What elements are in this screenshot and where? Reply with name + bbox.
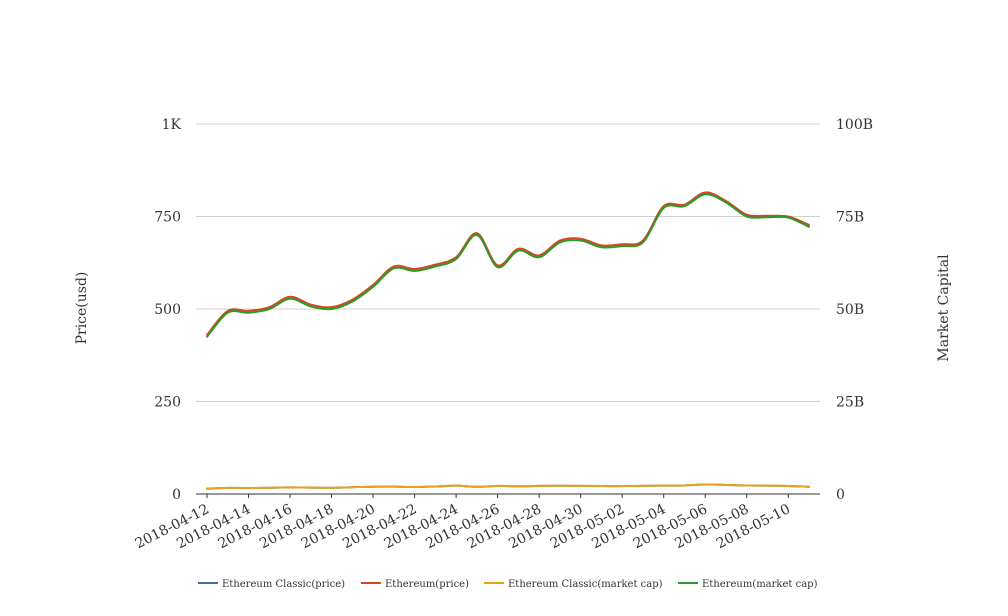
left-axis-title: Price(usd) xyxy=(74,272,90,345)
series-line-4 xyxy=(206,193,810,338)
gridlines xyxy=(196,123,820,495)
left-tick-label: 250 xyxy=(154,395,181,411)
series-lines xyxy=(206,191,810,490)
right-tick-label: 25B xyxy=(836,395,864,411)
series-line-3 xyxy=(206,483,810,490)
legend: Ethereum Classic(price) Ethereum(price) Et… xyxy=(198,579,818,590)
left-tick-label: 1K xyxy=(162,117,182,133)
legend-label: Ethereum Classic(market cap) xyxy=(508,579,663,590)
legend-label: Ethereum Classic(price) xyxy=(222,579,345,590)
right-tick-label: 50B xyxy=(836,302,864,318)
series-line-2 xyxy=(206,191,810,336)
left-axis-ticks: 0 250 500 750 1K xyxy=(154,117,181,503)
right-tick-label: 75B xyxy=(836,210,864,226)
left-tick-label: 750 xyxy=(154,210,181,226)
legend-item[interactable]: Ethereum Classic(price) xyxy=(198,579,345,590)
x-axis-ticks: 2018-04-122018-04-142018-04-162018-04-18… xyxy=(133,494,793,552)
legend-item[interactable]: Ethereum(price) xyxy=(361,579,469,590)
legend-label: Ethereum(market cap) xyxy=(702,579,818,590)
right-tick-label: 0 xyxy=(836,487,845,503)
right-tick-label: 100B xyxy=(836,117,873,133)
left-tick-label: 0 xyxy=(172,487,181,503)
left-tick-label: 500 xyxy=(154,302,181,318)
right-axis-title: Market Capital xyxy=(936,254,952,362)
legend-label: Ethereum(price) xyxy=(385,579,469,590)
legend-item[interactable]: Ethereum Classic(market cap) xyxy=(484,579,663,590)
right-axis-ticks: 0 25B 50B 75B 100B xyxy=(836,117,873,503)
legend-item[interactable]: Ethereum(market cap) xyxy=(678,579,818,590)
